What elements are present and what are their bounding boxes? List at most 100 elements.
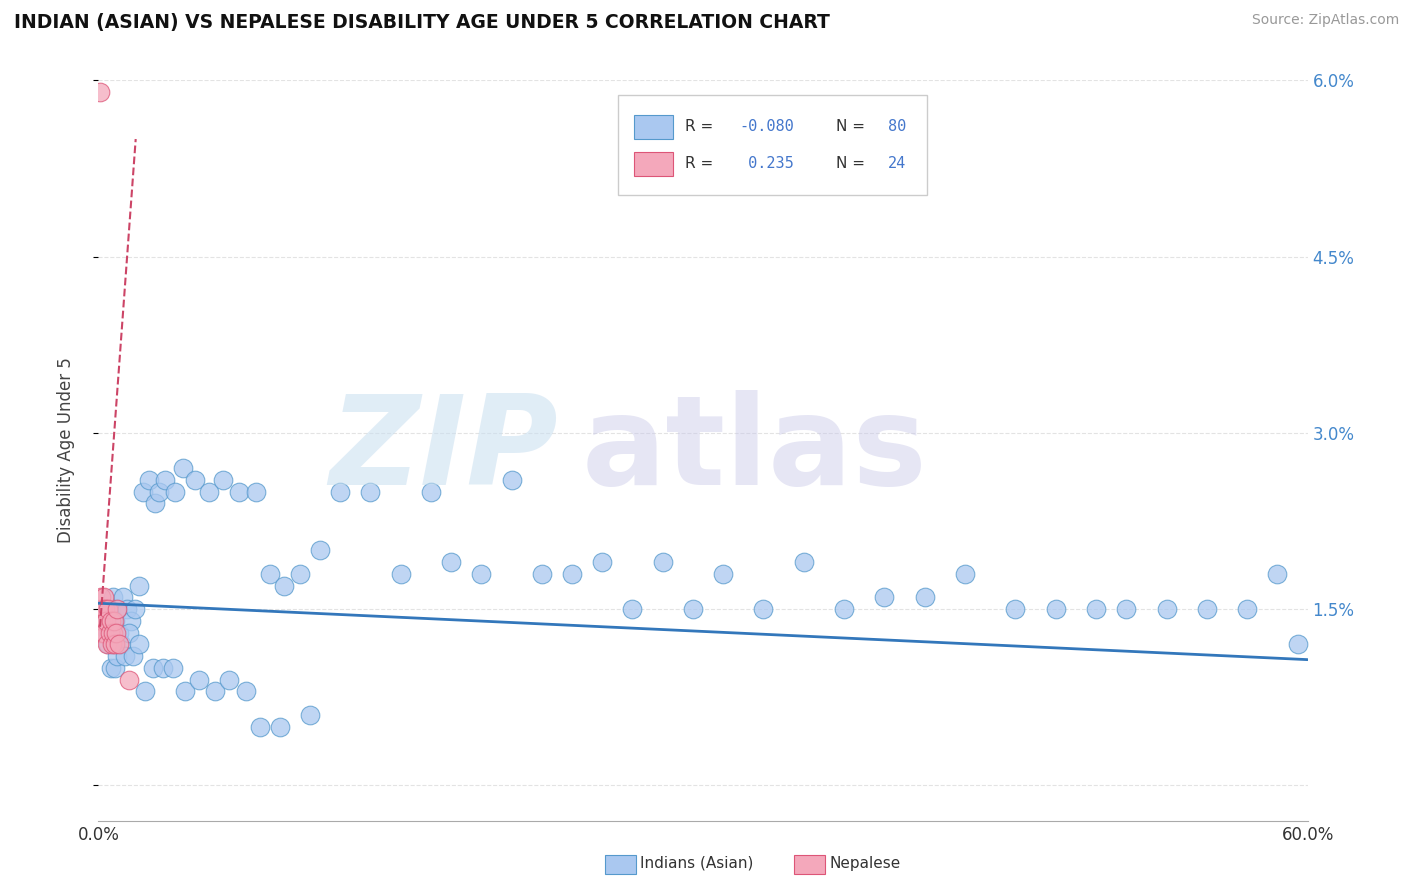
Point <box>97 637 120 651</box>
Point <box>440 555 463 569</box>
Point <box>299 707 322 722</box>
Point <box>1195 602 1218 616</box>
Point <box>188 673 211 687</box>
Point <box>114 649 136 664</box>
Point <box>228 484 250 499</box>
Text: atlas: atlas <box>582 390 928 511</box>
Text: Indians (Asian): Indians (Asian) <box>640 856 754 871</box>
Point <box>134 684 156 698</box>
Point <box>198 484 221 499</box>
Point <box>93 591 115 605</box>
Point <box>90 614 112 628</box>
FancyBboxPatch shape <box>634 115 672 139</box>
Point <box>93 602 115 616</box>
Point <box>105 602 128 616</box>
Point <box>953 566 976 581</box>
Point <box>1115 602 1137 616</box>
Point <box>89 602 111 616</box>
Point <box>1286 637 1309 651</box>
Point <box>1156 602 1178 616</box>
Point <box>752 602 775 616</box>
Point <box>90 591 112 605</box>
Point <box>120 614 142 628</box>
Point <box>1045 602 1067 616</box>
Point <box>309 543 332 558</box>
Point <box>101 591 124 605</box>
Point <box>93 625 115 640</box>
Point <box>118 625 141 640</box>
Point <box>103 614 125 628</box>
Point <box>329 484 352 499</box>
Y-axis label: Disability Age Under 5: Disability Age Under 5 <box>56 358 75 543</box>
Point <box>174 684 197 698</box>
Point <box>104 625 127 640</box>
Point <box>100 661 122 675</box>
Point <box>832 602 855 616</box>
Point <box>138 473 160 487</box>
Point <box>621 602 644 616</box>
Point <box>97 625 120 640</box>
Text: R =: R = <box>685 120 718 135</box>
Point <box>105 649 128 664</box>
Point <box>162 661 184 675</box>
Point <box>288 566 311 581</box>
Point <box>100 602 122 616</box>
Point <box>105 602 128 616</box>
Point <box>124 602 146 616</box>
Point <box>94 602 117 616</box>
Point <box>389 566 412 581</box>
Point <box>212 473 235 487</box>
Point <box>110 637 132 651</box>
Point <box>235 684 257 698</box>
Point <box>103 661 125 675</box>
Point <box>711 566 734 581</box>
Point <box>103 614 125 628</box>
Point <box>1004 602 1026 616</box>
Point <box>89 85 111 99</box>
Point <box>470 566 492 581</box>
Point <box>561 566 583 581</box>
Point <box>184 473 207 487</box>
Point <box>115 602 138 616</box>
Point <box>153 473 176 487</box>
Point <box>1267 566 1289 581</box>
Point <box>245 484 267 499</box>
Point <box>591 555 613 569</box>
Text: N =: N = <box>837 120 870 135</box>
Point <box>163 484 186 499</box>
Point <box>273 579 295 593</box>
Text: 24: 24 <box>889 156 907 171</box>
Point <box>1236 602 1258 616</box>
Point <box>914 591 936 605</box>
Point <box>118 673 141 687</box>
Point <box>128 579 150 593</box>
Point <box>96 614 118 628</box>
Point <box>152 661 174 675</box>
Point <box>97 602 120 616</box>
Point <box>530 566 553 581</box>
Point <box>259 566 281 581</box>
Point <box>100 637 122 651</box>
Point <box>1085 602 1108 616</box>
Point <box>269 720 291 734</box>
Point <box>651 555 673 569</box>
Text: R =: R = <box>685 156 718 171</box>
Point <box>204 684 226 698</box>
Point <box>249 720 271 734</box>
Point <box>121 649 143 664</box>
Point <box>91 614 114 628</box>
Point <box>107 625 129 640</box>
Point <box>132 484 155 499</box>
Point <box>172 461 194 475</box>
Text: N =: N = <box>837 156 870 171</box>
Point <box>682 602 704 616</box>
Text: 80: 80 <box>889 120 907 135</box>
Point <box>101 637 124 651</box>
Text: 0.235: 0.235 <box>740 156 794 171</box>
Point <box>101 625 124 640</box>
Point <box>873 591 896 605</box>
FancyBboxPatch shape <box>619 95 927 195</box>
Text: Source: ZipAtlas.com: Source: ZipAtlas.com <box>1251 13 1399 28</box>
Point <box>96 637 118 651</box>
Point <box>93 602 115 616</box>
